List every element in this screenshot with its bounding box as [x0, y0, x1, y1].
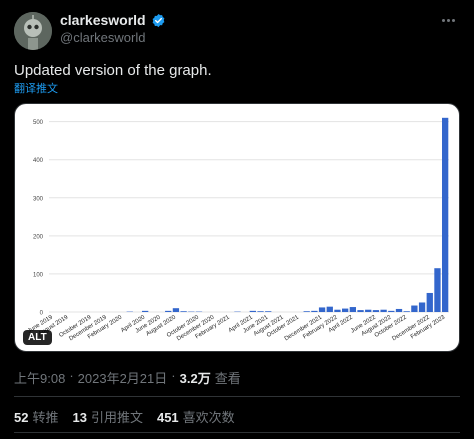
tweet-date[interactable]: 2023年2月21日 [77, 371, 168, 386]
bar [365, 309, 372, 312]
quotes-count: 13 [72, 410, 87, 425]
y-tick-label: 500 [33, 120, 44, 126]
alt-badge[interactable]: ALT [23, 330, 52, 345]
y-tick-label: 100 [33, 272, 44, 278]
bar [334, 309, 341, 312]
tweet-media-chart[interactable]: 0 100 200 300 400 500 June 2019 August 2019 Octo… [14, 103, 460, 352]
y-tick-label: 400 [33, 158, 44, 164]
robot-avatar-icon [14, 12, 52, 50]
bar [357, 310, 364, 312]
verified-badge-icon [151, 13, 166, 28]
bar [418, 302, 426, 312]
bar [395, 308, 403, 312]
retweets-stat[interactable]: 52 转推 [14, 407, 58, 426]
bar [342, 308, 349, 312]
divider [14, 396, 460, 397]
avatar[interactable] [14, 12, 52, 50]
more-options-icon[interactable] [442, 14, 460, 26]
quotes-stat[interactable]: 13 引用推文 [72, 407, 142, 426]
bar [257, 311, 264, 312]
bar [249, 310, 256, 312]
retweets-count: 52 [14, 410, 29, 425]
bar [403, 311, 410, 312]
tweet-stats: 52 转推 13 引用推文 451 喜欢次数 [14, 407, 235, 426]
author-name-row: clarkesworld [60, 12, 166, 28]
bar [142, 310, 149, 312]
meta-separator: · [171, 368, 176, 383]
display-name[interactable]: clarkesworld [60, 12, 146, 28]
tweet-meta: 上午9:08 · 2023年2月21日 · 3.2万 查看 [14, 368, 241, 387]
bar [318, 307, 326, 312]
author-handle[interactable]: @clarkesworld [60, 30, 146, 45]
bar [426, 292, 433, 312]
bar [411, 305, 418, 312]
views-count: 3.2万 [179, 371, 211, 386]
likes-count: 451 [156, 410, 179, 425]
bar [311, 310, 318, 312]
bar [380, 309, 387, 312]
views-label: 查看 [214, 371, 241, 386]
bar [349, 307, 356, 312]
tweet-text: Updated version of the graph. [14, 62, 212, 79]
bar [180, 311, 187, 312]
bar [434, 268, 441, 312]
y-tick-label: 300 [33, 196, 44, 202]
likes-stat[interactable]: 451 喜欢次数 [157, 407, 235, 426]
quotes-label: 引用推文 [90, 410, 143, 425]
divider [14, 432, 460, 433]
y-tick-label: 200 [33, 234, 44, 240]
meta-separator: · [69, 368, 74, 383]
bar [303, 311, 310, 312]
translate-link[interactable]: 翻译推文 [14, 83, 58, 95]
tweet-time[interactable]: 上午9:08 [14, 371, 66, 386]
bar [265, 311, 272, 312]
bar [326, 306, 333, 312]
bar [172, 308, 180, 312]
bar [372, 310, 380, 312]
bar [388, 310, 395, 312]
bar [442, 117, 449, 312]
retweets-label: 转推 [32, 410, 59, 425]
likes-label: 喜欢次数 [182, 410, 235, 425]
bar [165, 310, 172, 312]
y-tick-label: 0 [40, 311, 44, 317]
